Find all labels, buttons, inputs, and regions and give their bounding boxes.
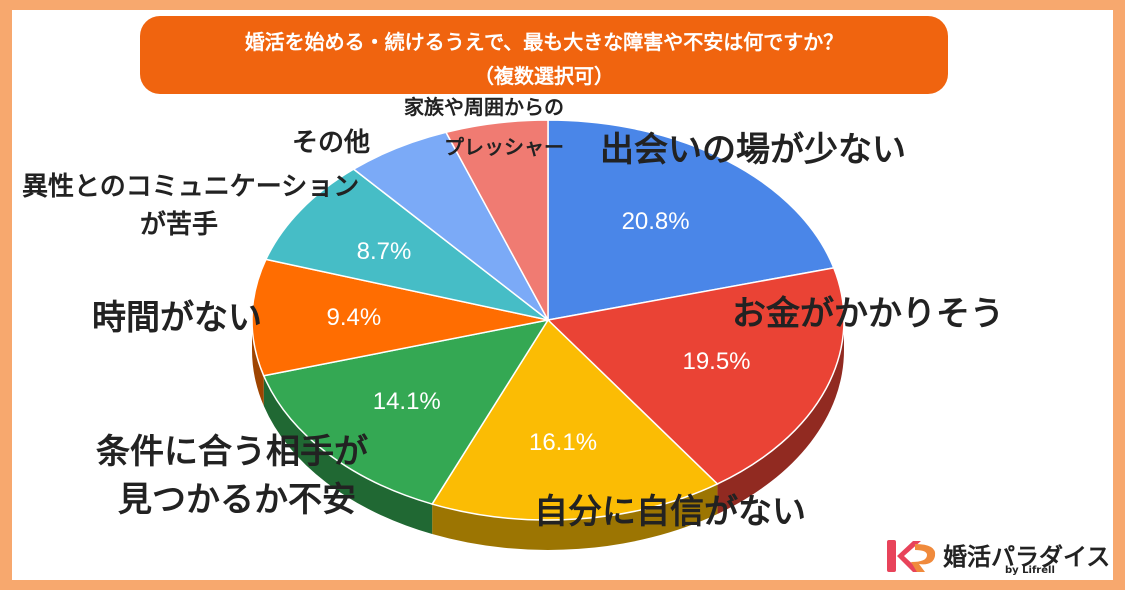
chart-subtitle: （複数選択可）: [474, 64, 614, 88]
pie-slice-1: [546, 266, 845, 485]
pie-side-1: [717, 320, 845, 514]
label-okane: お金がかかりそう: [732, 294, 1004, 334]
pie-value-label-1: 19.5%: [682, 348, 751, 376]
pie-value-label-0: 20.8%: [621, 207, 690, 235]
label-kazoku-line1: 家族や周囲からの: [404, 95, 564, 119]
logo-mark-icon: [887, 540, 936, 572]
label-sonota: その他: [292, 128, 371, 158]
pie-slice-4: [251, 258, 549, 377]
label-jikan: 時間がない: [92, 298, 262, 338]
label-jishin: 自分に自信がない: [534, 492, 806, 532]
pie-value-label-4: 9.4%: [326, 304, 382, 332]
pie-side-3: [263, 375, 433, 535]
pie-value-label-3: 14.1%: [372, 388, 441, 416]
pie-value-label-2: 16.1%: [528, 429, 598, 457]
pie-slice-7: [444, 119, 549, 321]
brand-logo: 婚活パラダイス by Lifrell: [885, 532, 1115, 576]
label-deai: 出会いの場が少ない: [600, 130, 906, 170]
title-banner: 婚活を始める・続けるうえで、最も大きな障害や不安は何ですか？ （複数選択可）: [140, 16, 948, 94]
logo-text: 婚活パラダイス: [943, 543, 1111, 571]
label-comm-line2: が苦手: [140, 210, 219, 240]
label-jouken-line2: 見つかるか不安: [118, 480, 356, 520]
pie-slice-0: [547, 119, 835, 321]
logo-subtext: by Lifrell: [1005, 565, 1055, 576]
pie-value-label-5: 8.7%: [356, 237, 412, 265]
pie-slice-5: [264, 168, 549, 321]
pie-side-4: [252, 320, 264, 406]
pie-slice-2: [430, 318, 719, 521]
pie-slice-3: [262, 318, 550, 505]
label-kazoku-line2: プレッシャー: [444, 135, 564, 159]
label-jouken-line1: 条件に合う相手が: [96, 432, 368, 472]
chart-title: 婚活を始める・続けるうえで、最も大きな障害や不安は何ですか？: [244, 30, 844, 54]
pie-side-2: [432, 483, 718, 550]
label-comm-line1: 異性とのコミュニケーション: [22, 172, 360, 202]
